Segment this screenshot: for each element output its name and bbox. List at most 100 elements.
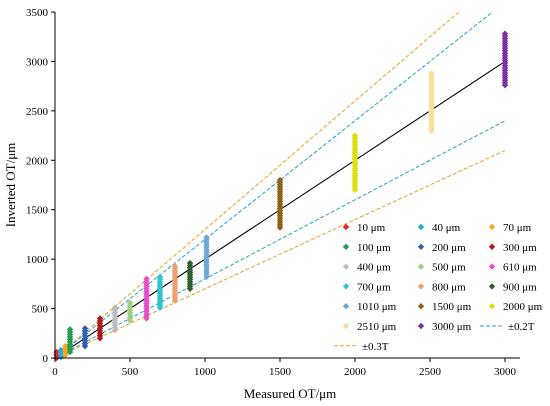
data-point (276, 224, 284, 231)
legend-label: 2000 μm (503, 301, 543, 313)
legend-item: 2510 μm (342, 321, 397, 333)
legend-marker (417, 223, 425, 231)
legend-label: 1010 μm (357, 301, 397, 313)
data-point (171, 297, 179, 304)
x-tick-label: 0 (52, 366, 58, 378)
series-7 (126, 299, 134, 324)
legend-label: 700 μm (357, 281, 391, 293)
data-point (57, 353, 65, 361)
reference-line-2-0 (55, 12, 460, 358)
legend-item: 40 μm (417, 222, 461, 234)
legend-marker (417, 322, 425, 330)
y-tick-label: 2500 (26, 106, 49, 118)
legend-label: 40 μm (432, 222, 461, 234)
series-3 (66, 326, 74, 356)
y-tick-label: 3000 (26, 56, 49, 68)
data-point (143, 315, 150, 322)
data-point (428, 127, 435, 134)
legend-marker (488, 223, 496, 231)
legend-marker (342, 283, 350, 290)
series-6 (111, 304, 119, 334)
legend-marker (417, 283, 425, 290)
axes: 0 500 1000 1500 2000 2500 3000 0 500 1000 1500 2000… (26, 7, 520, 378)
legend-label: 400 μm (357, 262, 391, 274)
data-point (111, 327, 119, 334)
data-point (126, 317, 134, 324)
legend-label: 2510 μm (357, 321, 397, 333)
legend-item: 3000 μm (417, 321, 472, 333)
data-point (186, 285, 194, 292)
legend-item: ±0.2T (480, 321, 535, 333)
data-point (156, 304, 164, 311)
legend-label: 500 μm (432, 262, 466, 274)
legend-marker (342, 263, 350, 270)
legend-item: 900 μm (488, 281, 537, 293)
y-tick-label: 1000 (26, 254, 49, 266)
series-4 (81, 325, 89, 350)
y-tick-label: 3500 (26, 7, 49, 19)
y-tick-label: 2000 (26, 155, 49, 167)
data-points (53, 30, 509, 362)
x-axis-label: Measured OT/μm (244, 386, 337, 401)
series-14 (351, 132, 359, 194)
legend-label: 900 μm (503, 281, 537, 293)
data-point (203, 273, 210, 281)
legend: 10 μm 40 μm 70 μm 100 μm 200 μm 300 μm 400 μm 5… (334, 222, 543, 353)
legend-item: 10 μm (342, 222, 386, 234)
legend-label: ±0.3T (362, 341, 389, 353)
legend-item: 100 μm (342, 242, 391, 254)
legend-marker (342, 243, 350, 250)
legend-label: 800 μm (432, 281, 466, 293)
legend-item: 400 μm (342, 262, 391, 274)
legend-label: 200 μm (432, 242, 466, 254)
legend-marker (488, 263, 496, 270)
series-10 (171, 262, 179, 304)
x-tick-label: 1000 (194, 366, 217, 378)
data-point (66, 348, 74, 356)
series-12 (203, 234, 210, 281)
legend-marker (417, 303, 425, 310)
legend-item: 800 μm (417, 281, 466, 293)
series-13 (276, 176, 284, 231)
reference-line-2-1 (55, 149, 506, 358)
data-point (81, 342, 89, 350)
legend-item: 700 μm (342, 281, 391, 293)
legend-item: 70 μm (488, 222, 532, 234)
legend-marker (342, 223, 350, 231)
series-5 (96, 315, 104, 342)
legend-item: 1500 μm (417, 301, 472, 313)
series-11 (186, 259, 194, 292)
series-15 (428, 70, 435, 134)
legend-label: 10 μm (357, 222, 386, 234)
legend-label: 610 μm (503, 262, 537, 274)
legend-marker (488, 243, 496, 250)
y-tick-label: 1500 (26, 205, 49, 217)
y-tick-label: 500 (32, 304, 49, 316)
data-point (351, 186, 359, 194)
data-point (62, 351, 69, 359)
series-8 (143, 275, 150, 322)
legend-label: 70 μm (503, 222, 532, 234)
legend-marker (417, 243, 425, 250)
legend-item: 300 μm (488, 242, 537, 254)
y-tick-label: 0 (43, 353, 49, 365)
legend-label: 1500 μm (432, 301, 472, 313)
legend-item: 200 μm (417, 242, 466, 254)
legend-item: 610 μm (488, 262, 537, 274)
legend-item: 500 μm (417, 262, 466, 274)
legend-marker (342, 322, 350, 330)
legend-label: 100 μm (357, 242, 391, 254)
series-16 (501, 30, 509, 89)
legend-marker (342, 303, 350, 310)
x-tick-label: 500 (122, 366, 139, 378)
legend-label: 3000 μm (432, 321, 472, 333)
x-tick-label: 3000 (494, 366, 517, 378)
data-point (96, 335, 104, 342)
legend-marker (417, 263, 425, 270)
legend-marker (488, 303, 496, 310)
data-point (501, 81, 509, 89)
x-tick-label: 2000 (344, 366, 367, 378)
y-axis-label: Inverted OT/μm (3, 143, 18, 228)
